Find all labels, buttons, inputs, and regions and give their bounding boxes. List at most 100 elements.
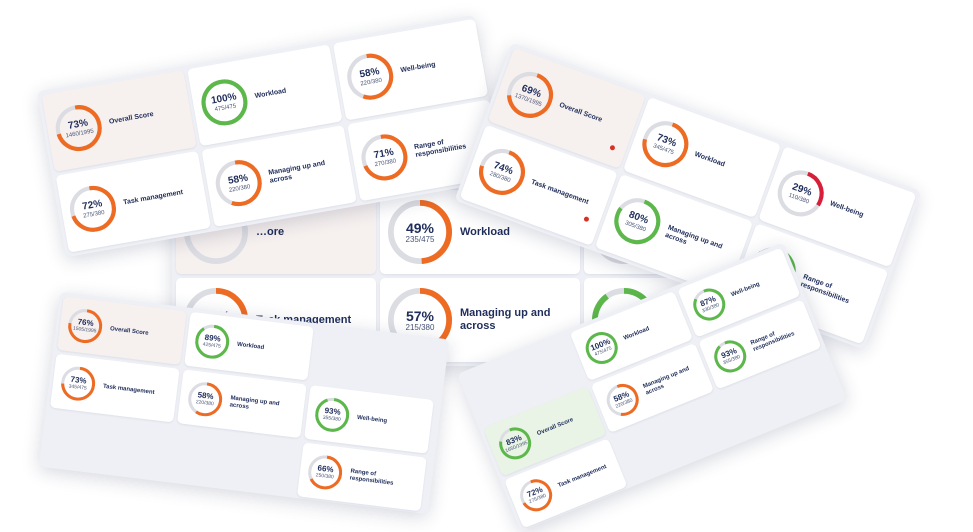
managing-up-card[interactable]: 58% 220/380 Managing up and across	[201, 125, 357, 227]
score-label: Well-being	[828, 200, 865, 219]
well-being-card[interactable]: 58% 220/380 Well-being	[332, 18, 489, 121]
ring-progress	[308, 455, 343, 490]
progress-ring-icon	[499, 427, 532, 460]
score-fraction: 425/475	[202, 341, 222, 350]
well-being-card[interactable]: 87% 330/380 Well-being	[677, 247, 801, 338]
task-management-card[interactable]: 72% 275/380 Task management	[504, 438, 628, 529]
progress-ring-icon	[69, 185, 116, 232]
ring-progress	[201, 79, 248, 126]
ring-progress	[642, 121, 689, 168]
score-fraction: 355/380	[322, 414, 342, 423]
ring-progress	[614, 198, 661, 245]
score-ring: 73% 345/475	[636, 115, 695, 174]
score-label: Well-being	[400, 61, 436, 75]
progress-ring-icon	[215, 160, 262, 207]
managing-up-card[interactable]: 58% 220/380 Managing up and across	[590, 342, 715, 434]
score-label: Overall Score	[558, 101, 603, 124]
score-label: …ore	[256, 225, 285, 238]
score-label: Overall Score	[109, 325, 149, 337]
progress-ring-icon	[642, 121, 689, 168]
score-ring: 89% 425/475	[193, 323, 231, 361]
score-ring: 80% 305/380	[608, 192, 667, 251]
ring-progress	[585, 331, 618, 364]
task-management-card[interactable]: 72% 275/380 Task management	[55, 150, 212, 253]
overall-score-card[interactable]: 69% 1370/1995 Overall Score	[487, 47, 646, 169]
workload-card[interactable]: 100% 475/475 Workload	[187, 44, 343, 147]
score-ring: 72% 275/380	[515, 474, 557, 516]
score-ring: 87% 330/380	[688, 284, 730, 326]
score-fraction: 220/380	[195, 399, 215, 408]
ring-progress	[499, 427, 532, 460]
score-fraction: 345/475	[68, 383, 87, 392]
score-ring: 100% 475/475	[198, 76, 251, 129]
score-percent: 57%	[405, 307, 435, 324]
score-ring: 66% 250/380	[306, 453, 344, 491]
well-being-card[interactable]: 93% 355/380 Well-being	[304, 384, 434, 454]
score-label: Well-being	[730, 281, 761, 298]
managing-up-card[interactable]: 80% 305/380 Managing up and across	[594, 173, 754, 296]
task-management-card[interactable]: 73% 345/475 Task management	[50, 353, 180, 423]
score-ring: 83% 1650/1995	[494, 423, 536, 465]
range-card[interactable]: 93% 355/380 Range of responsibilities	[698, 299, 822, 390]
score-label: Range of responsibilities	[349, 468, 394, 487]
ring-progress	[388, 200, 452, 264]
overall-score-card[interactable]: 73% 1460/1995 Overall Score	[41, 70, 197, 172]
score-label: Task management	[122, 188, 184, 207]
score-ring: 58% 220/380	[186, 380, 224, 418]
score-label: Overall Score	[536, 416, 575, 437]
progress-ring-icon	[388, 200, 452, 264]
score-ring: 71% 270/380	[358, 131, 411, 184]
score-ring: 100% 475/475	[581, 327, 623, 369]
score-label: Managing up and across	[664, 224, 724, 251]
workload-card[interactable]: 100% 475/475 Workload	[569, 290, 694, 382]
score-label: Range of responsibilities	[749, 330, 796, 354]
score-ring: 58% 220/380	[602, 379, 644, 421]
overall-score-card[interactable]: 83% 1650/1995 Overall Score	[483, 386, 607, 477]
score-label: Workload	[693, 150, 726, 169]
task-management-card[interactable]: 74% 280/380 Task management	[459, 124, 618, 246]
score-ring: 74% 280/380	[473, 142, 532, 201]
score-ring: 58% 220/380	[344, 50, 397, 103]
ring-progress	[188, 382, 223, 417]
score-label: Managing up and across	[267, 159, 326, 185]
score-ring: 93% 355/380	[313, 396, 351, 434]
workload-card[interactable]: 73% 345/475 Workload	[622, 96, 782, 219]
score-panel-top-left: 73% 1460/1995 Overall Score 100% 475/475 Wor…	[36, 14, 504, 258]
progress-ring-icon	[347, 53, 394, 100]
score-label: Workload	[236, 341, 265, 351]
ring-progress	[315, 397, 350, 432]
score-ring: 58% 220/380	[212, 157, 265, 210]
score-ring: 29% 110/380	[771, 164, 830, 223]
progress-ring-icon	[188, 382, 223, 417]
ring-progress	[606, 383, 639, 416]
score-label: Overall Score	[108, 110, 155, 126]
progress-ring-icon	[714, 340, 747, 373]
score-ring: 76% 1505/1995	[66, 307, 104, 345]
score-label: Managing up and across	[642, 366, 691, 397]
score-fraction: 215/380	[405, 322, 435, 332]
score-ring: 69% 1370/1995	[501, 65, 560, 124]
ring-progress	[347, 53, 394, 100]
progress-ring-icon	[614, 198, 661, 245]
score-panel-bottom-right: 100% 475/475 Workload 87% 330/380 Well-being…	[456, 242, 848, 532]
score-label: Workload	[622, 325, 651, 342]
progress-ring-icon	[55, 105, 102, 152]
progress-ring-icon	[361, 134, 408, 181]
score-fraction: 235/475	[405, 234, 435, 244]
overall-score-card[interactable]: 76% 1505/1995 Overall Score	[57, 296, 187, 365]
score-panel-bottom-left: 76% 1505/1995 Overall Score 89% 425/475 Work…	[38, 291, 450, 515]
managing-up-card[interactable]: 58% 220/380 Managing up and across	[177, 369, 307, 439]
score-ring: 72% 275/380	[66, 182, 119, 235]
range-card[interactable]: 66% 250/380 Range of responsibilities	[297, 442, 427, 512]
progress-ring-icon	[68, 309, 103, 344]
workload-card[interactable]: 89% 425/475 Workload	[184, 311, 314, 381]
ring-progress	[215, 160, 262, 207]
ring-progress	[55, 105, 102, 152]
progress-ring-icon	[606, 383, 639, 416]
score-fraction: 250/380	[315, 472, 334, 481]
ring-progress	[68, 309, 103, 344]
range-card[interactable]: 71% 270/380 Range of responsibilities	[347, 99, 503, 202]
ring-progress	[195, 324, 230, 359]
score-label: Managing up and across	[229, 395, 280, 411]
well-being-card[interactable]: 29% 110/380 Well-being	[758, 146, 917, 268]
